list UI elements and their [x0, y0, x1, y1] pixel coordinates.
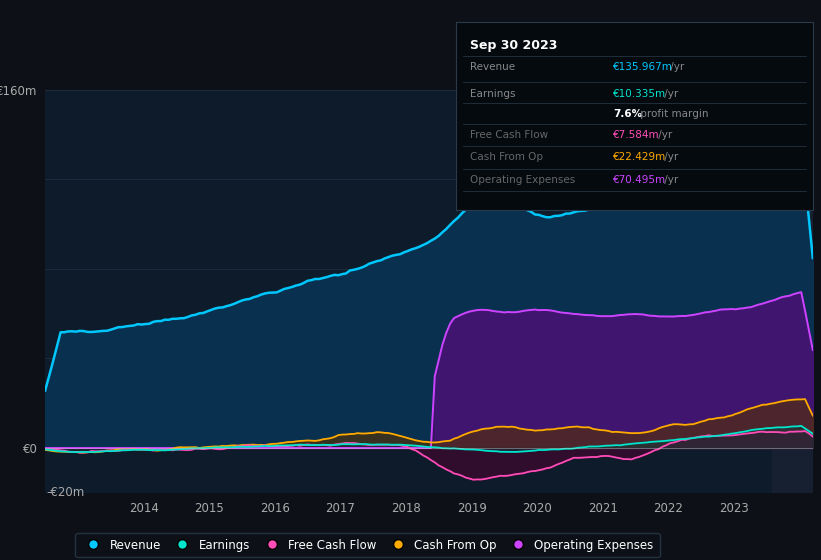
Text: Sep 30 2023: Sep 30 2023	[470, 39, 557, 52]
Text: €22.429m: €22.429m	[612, 152, 666, 162]
Text: /yr: /yr	[662, 175, 679, 185]
Text: /yr: /yr	[655, 130, 672, 140]
Text: 7.6%: 7.6%	[612, 109, 642, 119]
Text: /yr: /yr	[662, 88, 679, 99]
Bar	[772, 90, 821, 493]
Text: /yr: /yr	[662, 152, 679, 162]
Text: €7.584m: €7.584m	[612, 130, 659, 140]
Text: €135.967m: €135.967m	[612, 62, 672, 72]
Text: €10.335m: €10.335m	[612, 88, 666, 99]
Text: -€20m: -€20m	[47, 486, 85, 500]
Text: Earnings: Earnings	[470, 88, 516, 99]
Text: €70.495m: €70.495m	[612, 175, 666, 185]
Legend: Revenue, Earnings, Free Cash Flow, Cash From Op, Operating Expenses: Revenue, Earnings, Free Cash Flow, Cash …	[76, 533, 659, 557]
Text: Free Cash Flow: Free Cash Flow	[470, 130, 548, 140]
Text: Revenue: Revenue	[470, 62, 515, 72]
Text: profit margin: profit margin	[637, 109, 709, 119]
Text: Cash From Op: Cash From Op	[470, 152, 543, 162]
Text: Operating Expenses: Operating Expenses	[470, 175, 576, 185]
Text: /yr: /yr	[667, 62, 685, 72]
